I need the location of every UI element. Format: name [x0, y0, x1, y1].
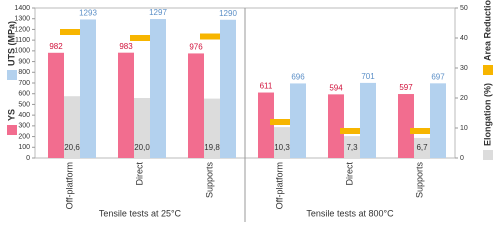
x-tick-label: Direct	[344, 162, 354, 186]
bar	[150, 19, 166, 158]
value-label: 611	[260, 82, 273, 91]
bar	[118, 52, 134, 158]
value-label: 19,8	[204, 143, 220, 152]
value-label: 983	[119, 42, 133, 51]
legend-swatch	[483, 150, 493, 160]
legend-label: Elongation (%)	[482, 83, 492, 146]
y-tick-label: 700	[18, 80, 30, 87]
value-label: 20,6	[64, 143, 80, 152]
value-label: 7,3	[346, 143, 358, 152]
area-reduction-marker	[340, 128, 360, 134]
value-label: 597	[399, 83, 413, 92]
bar	[328, 94, 344, 158]
legend-label: YS	[6, 109, 16, 121]
y-tick-label: 900	[18, 58, 30, 65]
y2-tick-label: 0	[460, 155, 464, 162]
bar	[360, 82, 376, 158]
bar	[290, 83, 306, 158]
x-tick-label: Supports	[414, 162, 424, 199]
chart: 0100200300400500600700800900100011001200…	[6, 0, 493, 222]
bar	[398, 94, 414, 158]
area-reduction-marker	[270, 119, 290, 125]
y-tick-label: 1400	[14, 5, 30, 12]
legend-swatch	[483, 65, 493, 75]
bar	[274, 127, 290, 158]
y-tick-label: 100	[18, 144, 30, 151]
area-reduction-marker	[60, 29, 80, 35]
area-reduction-marker	[130, 35, 150, 41]
bar	[414, 137, 430, 158]
value-label: 697	[431, 72, 445, 81]
area-reduction-marker	[200, 33, 220, 40]
legend-swatch	[7, 125, 17, 135]
group-label: Tensile tests at 25°C	[99, 208, 182, 218]
bar	[344, 136, 360, 158]
group-label: Tensile tests at 800°C	[306, 208, 394, 218]
value-label: 696	[291, 73, 305, 82]
bar	[134, 98, 150, 158]
y2-tick-label: 40	[460, 35, 468, 42]
bar	[220, 19, 236, 158]
value-label: 701	[361, 72, 375, 81]
value-label: 1297	[149, 8, 167, 17]
bar	[188, 53, 204, 158]
value-label: 982	[49, 42, 63, 51]
value-label: 976	[189, 43, 203, 52]
y2-tick-label: 50	[460, 5, 468, 12]
bar	[80, 19, 96, 159]
y-tick-label: 1300	[14, 16, 30, 23]
y-tick-label: 400	[18, 112, 30, 119]
y-tick-label: 1000	[14, 48, 30, 55]
value-label: 1293	[79, 9, 97, 18]
y2-tick-label: 20	[460, 95, 468, 102]
y-tick-label: 1200	[14, 26, 30, 33]
value-label: 594	[329, 83, 343, 92]
y-tick-label: 200	[18, 133, 30, 140]
y-tick-label: 600	[18, 91, 30, 98]
y2-tick-label: 10	[460, 125, 468, 132]
bar	[48, 52, 64, 158]
bar	[64, 96, 80, 158]
x-tick-label: Supports	[204, 162, 214, 199]
y2-tick-label: 30	[460, 65, 468, 72]
y-tick-label: 1100	[15, 37, 30, 44]
value-label: 10,3	[274, 143, 290, 152]
bar	[430, 83, 446, 158]
bar	[204, 98, 220, 158]
legend-swatch	[7, 70, 17, 80]
x-tick-label: Off-platform	[64, 162, 74, 209]
y-tick-label: 300	[18, 123, 30, 130]
value-label: 20,0	[134, 143, 150, 152]
area-reduction-marker	[410, 128, 430, 134]
y-tick-label: 0	[26, 155, 30, 162]
legend-label: UTS (MPa)	[6, 21, 16, 66]
y-tick-label: 500	[18, 101, 30, 108]
x-tick-label: Direct	[134, 162, 144, 186]
bar	[258, 92, 274, 158]
value-label: 1290	[219, 9, 237, 18]
value-label: 6,7	[416, 143, 428, 152]
x-tick-label: Off-platform	[274, 162, 284, 209]
y-tick-label: 800	[18, 69, 30, 76]
legend-label: Area Reduction	[482, 0, 492, 61]
